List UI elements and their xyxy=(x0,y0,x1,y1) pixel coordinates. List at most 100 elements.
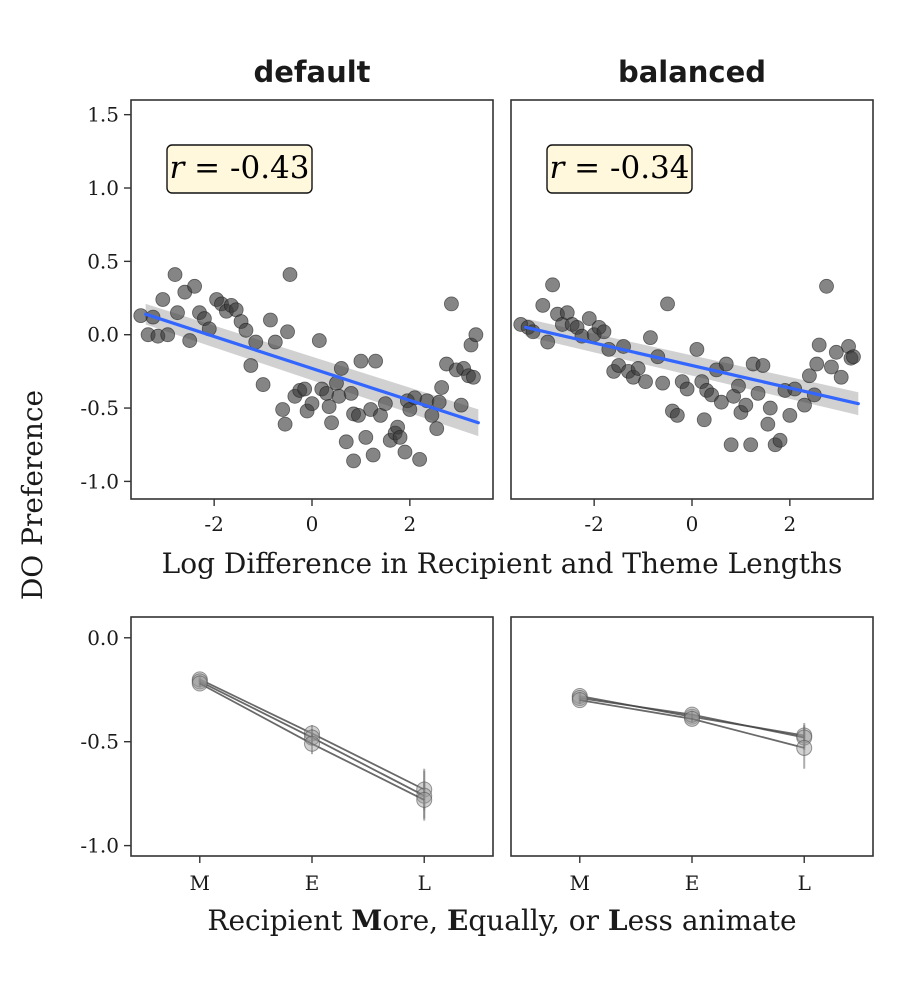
y-tick-label: -1.0 xyxy=(80,469,119,493)
x-tick-label: E xyxy=(685,871,700,895)
data-point xyxy=(343,385,359,401)
y-axis-title: DO Preference xyxy=(16,390,49,600)
data-point xyxy=(397,444,413,460)
y-tick-label: -0.5 xyxy=(80,730,119,754)
correlation-annotation: r = -0.34 xyxy=(549,150,689,186)
correlation-symbol: r xyxy=(549,150,566,186)
correlation-annotation: r = -0.43 xyxy=(169,150,309,186)
data-point xyxy=(267,334,283,350)
x-tick-label: E xyxy=(305,871,320,895)
x-tick-label: 0 xyxy=(306,512,319,536)
data-point xyxy=(182,333,198,348)
x-axis-title-part: qually, or xyxy=(468,904,608,937)
panel-scatter-balanced: r = -0.34 -2 0 2 xyxy=(510,99,874,536)
data-point xyxy=(643,330,658,346)
data-point xyxy=(689,341,705,357)
data-point xyxy=(453,397,469,413)
data-point xyxy=(338,434,354,450)
data-point xyxy=(358,429,374,445)
data-point xyxy=(275,402,291,417)
data-point xyxy=(155,292,171,307)
x-tick-label: -2 xyxy=(584,512,603,536)
data-point xyxy=(351,407,366,423)
x-axis-title-part: L xyxy=(608,904,628,937)
correlation-symbol: r xyxy=(169,150,186,186)
data-point xyxy=(760,416,776,432)
data-point xyxy=(412,451,428,467)
x-axis-title-part: ess animate xyxy=(628,904,797,937)
data-point xyxy=(596,324,612,340)
data-point xyxy=(368,353,383,369)
correlation-annotation-box xyxy=(546,144,693,194)
data-point xyxy=(167,267,183,282)
panel-scatter-default: r = -0.43 -2 0 2 1.5 1.0 0.5 0.0 -0.5 -1.0 xyxy=(80,99,494,536)
data-point xyxy=(750,385,766,401)
facet-title-balanced: balanced xyxy=(618,55,766,89)
data-point xyxy=(797,397,812,413)
panel-line-default: M E L 0.0 -0.5 -1.0 xyxy=(80,616,494,895)
data-point xyxy=(824,359,839,375)
data-point xyxy=(713,394,729,410)
x-tick-label: L xyxy=(798,871,811,895)
data-point xyxy=(277,416,293,432)
x-axis-title-part: ore, xyxy=(382,904,447,937)
data-point xyxy=(782,407,798,423)
x-axis-title-part: Recipient xyxy=(207,904,351,937)
data-point xyxy=(365,447,381,463)
data-point xyxy=(353,353,369,369)
series-line xyxy=(199,682,425,801)
data-point xyxy=(743,437,759,453)
data-point xyxy=(833,369,849,385)
data-point xyxy=(545,277,560,293)
regression-line xyxy=(144,312,480,425)
x-axis-title-bottom: Recipient More, Equally, or Less animate xyxy=(207,904,796,937)
x-tick-label: L xyxy=(418,871,431,895)
data-point xyxy=(802,368,817,384)
data-point xyxy=(466,369,481,385)
data-point xyxy=(392,429,408,445)
y-tick-label: 0.0 xyxy=(87,323,119,347)
data-point xyxy=(311,333,327,348)
series-line xyxy=(579,699,805,749)
x-axis-title-part: E xyxy=(447,904,468,937)
data-point xyxy=(346,453,361,469)
data-point xyxy=(160,327,176,343)
data-point xyxy=(429,421,445,436)
correlation-value: = -0.43 xyxy=(184,150,309,186)
data-point xyxy=(238,322,254,338)
panel-border xyxy=(510,616,874,857)
series-point xyxy=(571,692,588,709)
y-tick-label: 1.0 xyxy=(87,176,119,200)
data-point xyxy=(630,361,646,376)
data-point xyxy=(324,415,339,431)
data-point xyxy=(762,400,778,416)
data-point xyxy=(819,278,834,294)
data-point xyxy=(321,399,337,414)
data-point xyxy=(679,381,695,397)
data-point xyxy=(540,334,556,350)
data-point xyxy=(660,296,675,312)
y-tick-label: 0.0 xyxy=(87,626,119,650)
x-tick-label: -2 xyxy=(204,512,223,536)
x-tick-label: M xyxy=(190,871,210,895)
correlation-annotation-box xyxy=(166,144,313,194)
data-point xyxy=(304,396,320,412)
x-tick-label: M xyxy=(570,871,590,895)
series-point xyxy=(191,675,208,692)
x-tick-label: 2 xyxy=(783,512,796,536)
data-point xyxy=(468,327,484,343)
data-point xyxy=(282,267,298,282)
y-tick-label: -1.0 xyxy=(80,834,119,858)
data-point xyxy=(333,361,349,376)
correlation-value: = -0.34 xyxy=(564,150,689,186)
data-point xyxy=(738,397,754,413)
data-point xyxy=(280,324,295,340)
data-point xyxy=(255,377,271,392)
series-point xyxy=(684,710,700,727)
x-tick-label: 0 xyxy=(686,512,699,536)
data-point xyxy=(187,278,202,294)
data-point xyxy=(772,432,788,448)
data-point xyxy=(731,378,746,394)
